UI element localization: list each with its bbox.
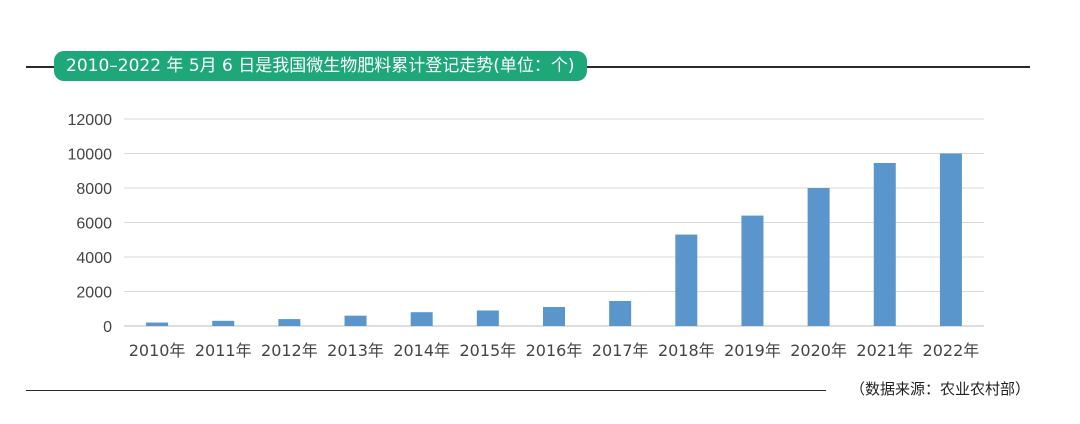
x-tick-label: 2011年	[195, 341, 252, 360]
bar	[807, 188, 830, 326]
x-tick-label: 2022年	[923, 341, 980, 360]
source-note: （数据来源：农业农村部）	[849, 380, 1030, 398]
gridlines	[124, 118, 984, 327]
source-rule	[26, 390, 826, 391]
x-axis: 2010年 2011年 2012年 2013年 2014年 2015年 2016年 2017年…	[129, 341, 980, 360]
bar	[410, 312, 433, 326]
y-tick-label: 6000	[76, 216, 112, 233]
y-tick-label: 4000	[76, 250, 112, 267]
bars	[146, 153, 962, 326]
x-tick-label: 2018年	[658, 341, 715, 360]
x-tick-label: 2019年	[724, 341, 781, 360]
y-axis: 0 2000 4000 6000 8000 10000 12000	[68, 112, 113, 336]
y-tick-label: 8000	[76, 181, 112, 198]
x-tick-label: 2013年	[327, 341, 384, 360]
chart-title: 2010–2022 年 5月 6 日是我国微生物肥料累计登记走势(单位：个)	[54, 51, 587, 81]
bar	[146, 322, 169, 326]
bar	[344, 315, 367, 326]
y-tick-label: 10000	[68, 147, 113, 164]
bar	[278, 319, 301, 326]
bar	[939, 153, 962, 326]
x-tick-label: 2015年	[459, 341, 516, 360]
bar	[476, 310, 499, 326]
bar	[543, 307, 565, 326]
x-tick-label: 2014年	[393, 341, 450, 360]
bar	[741, 215, 764, 326]
x-tick-label: 2021年	[856, 341, 913, 360]
x-tick-label: 2017年	[592, 341, 649, 360]
y-tick-label: 12000	[68, 112, 113, 129]
bar	[609, 300, 632, 326]
x-tick-label: 2016年	[526, 341, 583, 360]
bar	[873, 162, 896, 326]
y-tick-label: 2000	[76, 285, 112, 302]
y-tick-label: 0	[103, 319, 112, 336]
x-tick-label: 2012年	[261, 341, 318, 360]
bar	[675, 234, 698, 326]
x-tick-label: 2020年	[790, 341, 847, 360]
bar	[212, 320, 235, 326]
x-tick-label: 2010年	[129, 341, 186, 360]
